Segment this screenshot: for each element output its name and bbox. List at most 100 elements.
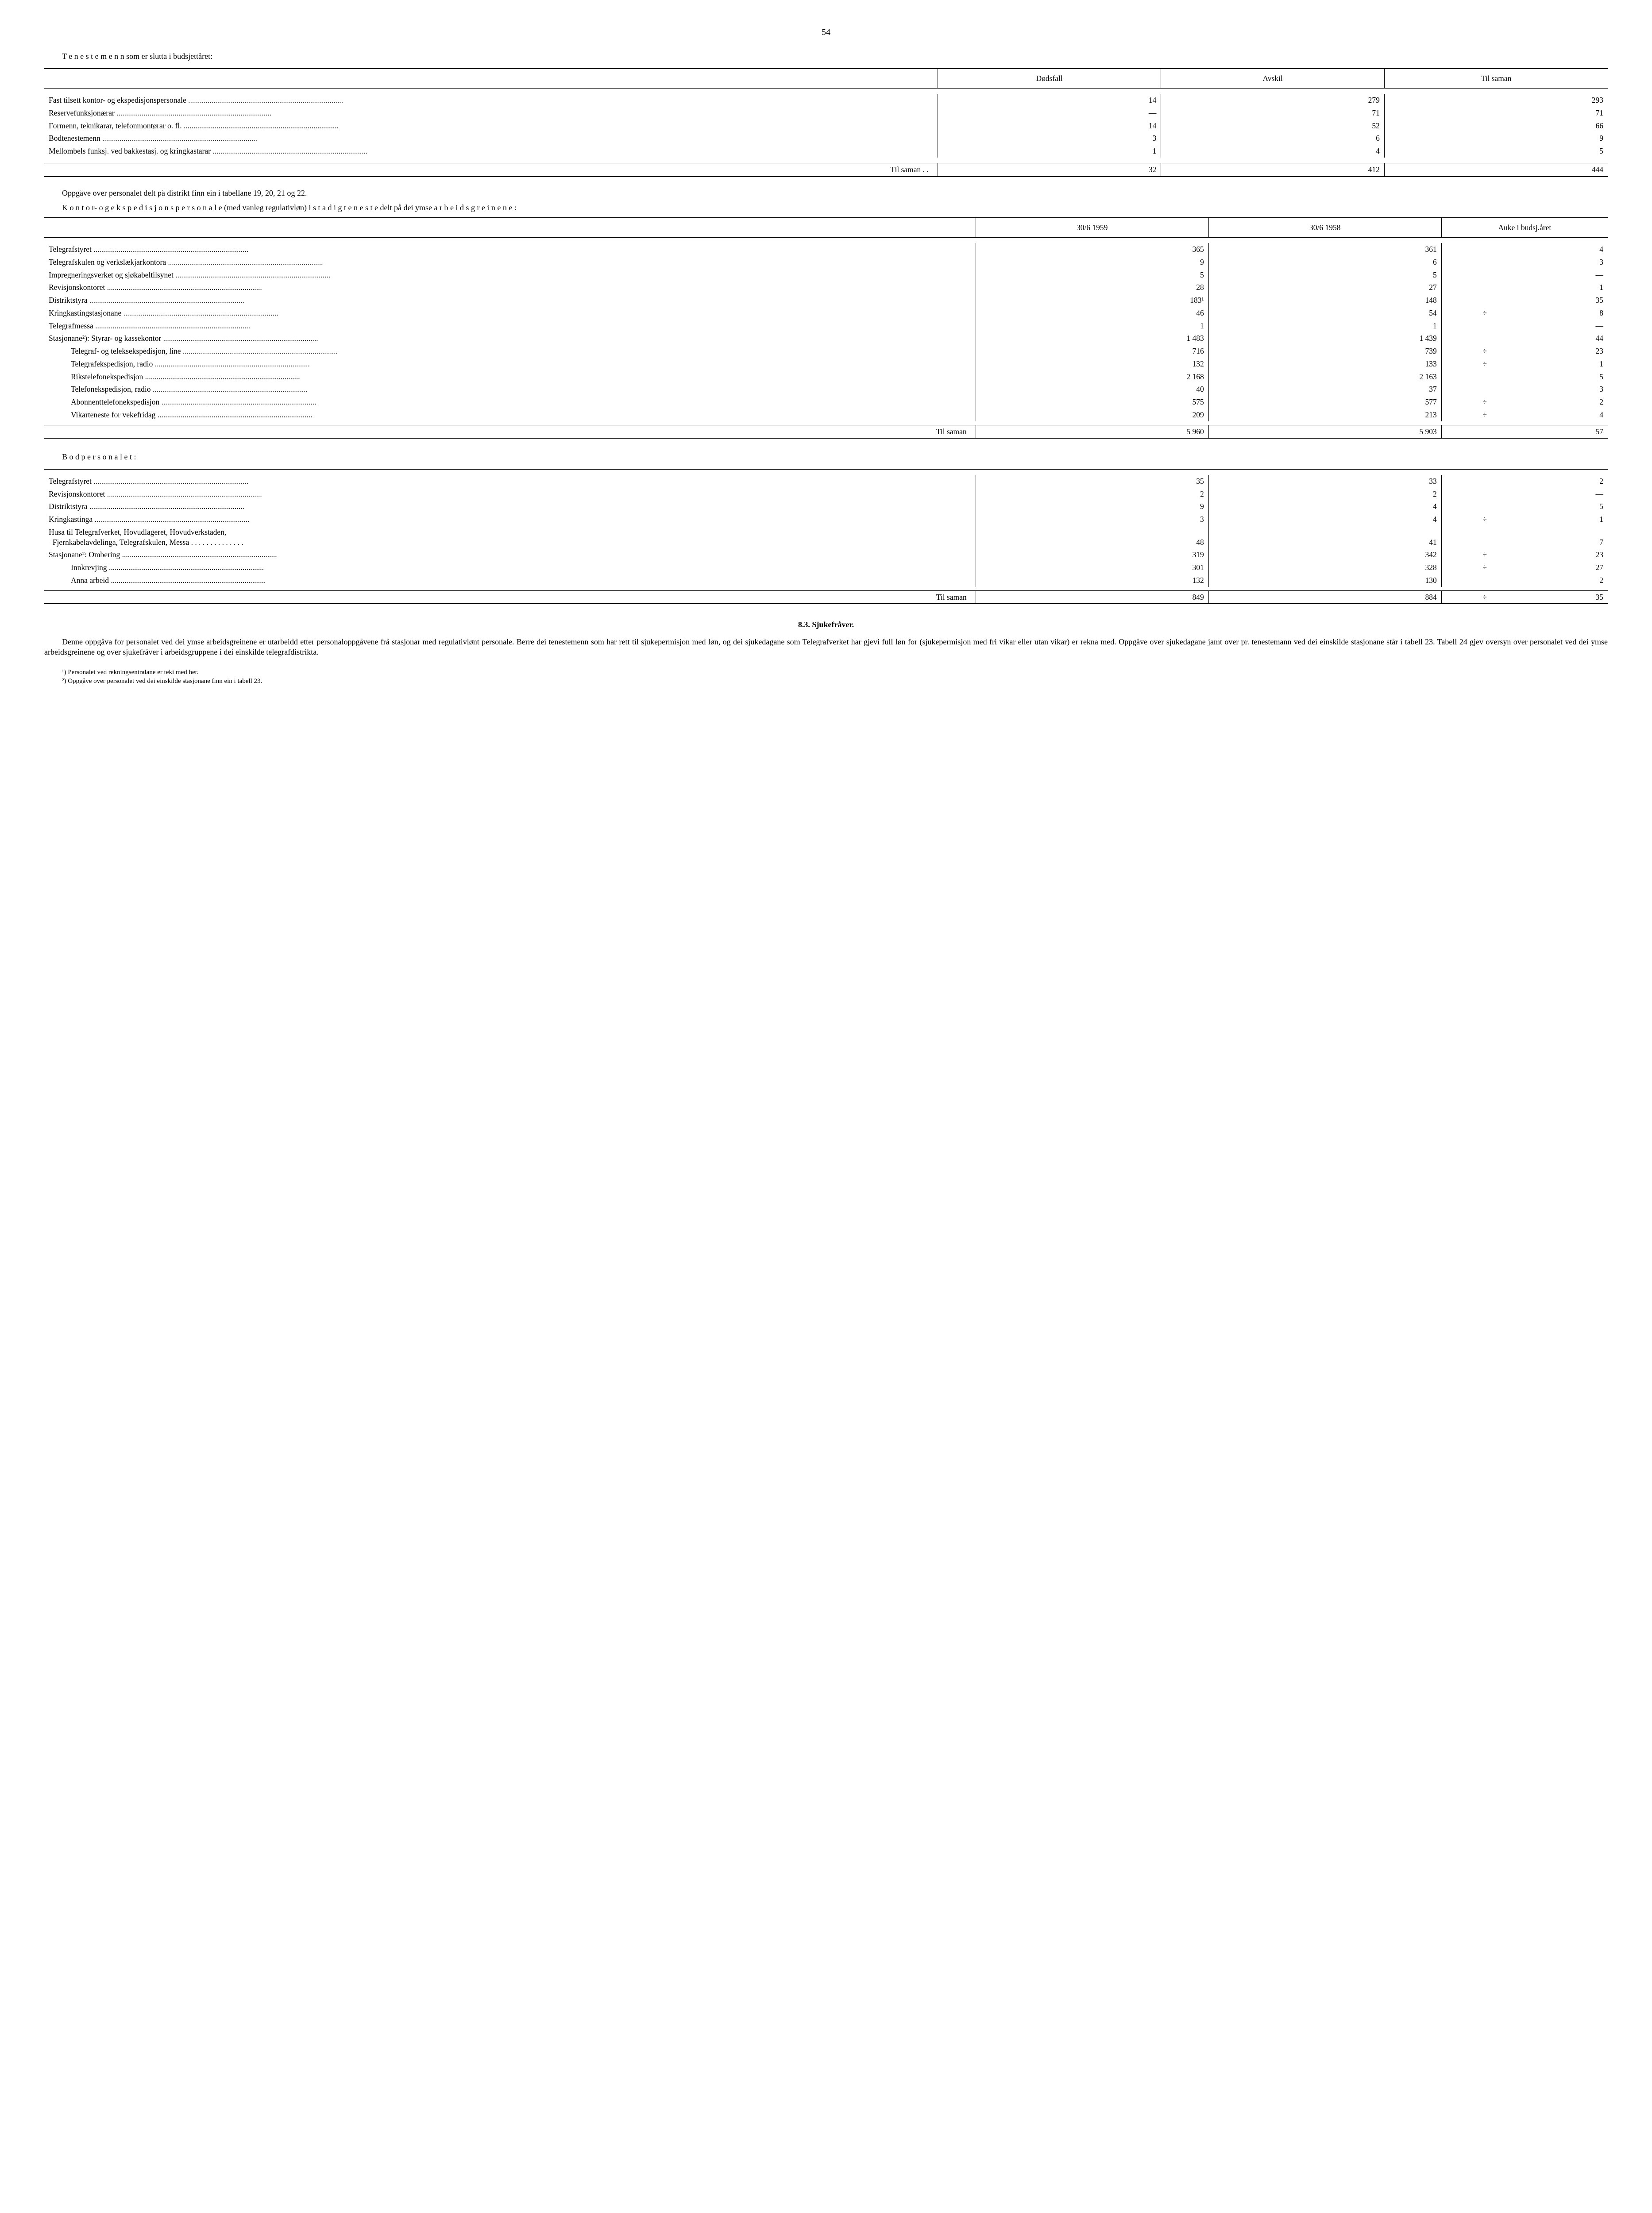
table-row-sign [1441,500,1491,513]
table-row-label: Distriktstyra ..........................… [44,500,976,513]
table-row-cell: 209 [976,409,1208,421]
table-row-label: Anna arbeid ............................… [44,574,976,587]
table-row-cell: 577 [1208,396,1441,409]
table-row-cell: — [1491,320,1608,332]
table-row-label: Telegrafmessa ..........................… [44,320,976,332]
table-row-cell: 7 [1491,526,1608,549]
table-row-cell: 213 [1208,409,1441,421]
table-row-cell: 33 [1208,475,1441,488]
table-row-label: Telegraf- og teleksekspedisjon, line ...… [44,345,976,358]
table-row-cell: 361 [1208,243,1441,256]
table-row-cell: 35 [1491,294,1608,307]
table-row-cell: 130 [1208,574,1441,587]
table-row-cell: 1 483 [976,332,1208,345]
table-row-label: Distriktstyra ..........................… [44,294,976,307]
para-distrikt: Oppgåve over personalet delt på distrikt… [44,188,1608,198]
table-row-label: Telegrafstyret .........................… [44,475,976,488]
table-row-cell: 35 [976,475,1208,488]
table-row-cell: 3 [1491,383,1608,396]
table-row-sign [1441,574,1491,587]
table-row-cell: 183¹ [976,294,1208,307]
table-row-sign: ÷ [1441,358,1491,370]
table-row-label: Revisjonskontoret ......................… [44,488,976,501]
table-row-cell: 27 [1491,561,1608,574]
footnote-1: ¹) Personalet ved rekningsentralane er t… [44,668,1608,677]
table-row-cell: 132 [976,574,1208,587]
table-row-cell: — [1491,488,1608,501]
table-row-cell: 66 [1384,120,1608,132]
page-number: 54 [44,27,1608,38]
table-row-cell: 133 [1208,358,1441,370]
table-row-label: Telegrafekspedisjon, radio .............… [44,358,976,370]
table2-total-c1: 5 960 [976,425,1208,439]
table-kontor-ekspedisjon: 30/6 1959 30/6 1958 Auke i budsj.året Te… [44,217,1608,439]
table-row-cell: 5 [1491,370,1608,383]
table2-total-c2: 5 903 [1208,425,1441,439]
table-row-cell: 4 [1161,145,1385,158]
table-row-cell: 1 [976,320,1208,332]
table-row-label: Telegrafskulen og verkslækjarkontora ...… [44,256,976,269]
table-row-cell: 5 [1384,145,1608,158]
table-row-cell: 328 [1208,561,1441,574]
table-row-cell: 4 [1491,409,1608,421]
table-row-sign [1441,488,1491,501]
table-row-label: Revisjonskontoret ......................… [44,281,976,294]
table-row-cell: 2 168 [976,370,1208,383]
table-row-cell: 3 [938,132,1161,145]
table1-header-2: Avskil [1161,69,1385,88]
table-row-cell: 28 [976,281,1208,294]
table-row-sign [1441,256,1491,269]
table-row-label: Reservefunksjonærar ....................… [44,107,938,120]
table-row-sign [1441,269,1491,281]
para-sjukefraver: Denne oppgåva for personalet ved dei yms… [44,637,1608,658]
table2-header-2: 30/6 1958 [1208,218,1441,237]
table-row-cell: 5 [1491,500,1608,513]
para-kontor: K o n t o r- o g e k s p e d i s j o n s… [44,203,1608,213]
table-row-cell: 14 [938,120,1161,132]
table3-total-c1: 849 [976,591,1208,604]
table-row-cell: 52 [1161,120,1385,132]
table-row-label: Vikarteneste for vekefridag ............… [44,409,976,421]
table-row-cell: 3 [1491,256,1608,269]
table-row-cell: 6 [1161,132,1385,145]
table-row-cell: 23 [1491,345,1608,358]
table-row-cell: 37 [1208,383,1441,396]
table-row-cell: 2 [1491,574,1608,587]
table-row-cell: 279 [1161,94,1385,107]
table-row-sign: ÷ [1441,396,1491,409]
table-row-cell: 4 [1208,513,1441,526]
table2-header-1: 30/6 1959 [976,218,1208,237]
table-slutta: Dødsfall Avskil Til saman Fast tilsett k… [44,68,1608,177]
table1-header-1: Dødsfall [938,69,1161,88]
table-row-cell: 1 [1491,281,1608,294]
table-row-cell: 71 [1161,107,1385,120]
table-row-cell: 9 [1384,132,1608,145]
table-row-label: Stasjonane²): Styrar- og kassekontor ...… [44,332,976,345]
table2-header-3: Auke i budsj.året [1441,218,1608,237]
table-row-cell: — [938,107,1161,120]
table-row-cell: 71 [1384,107,1608,120]
table3-total-sign: ÷ [1441,591,1491,604]
table-row-cell: 2 [1491,396,1608,409]
table-row-cell: 6 [1208,256,1441,269]
table-row-label: Kringkastinga ..........................… [44,513,976,526]
table1-total-c2: 412 [1161,163,1385,177]
table-row-label: Formenn, teknikarar, telefonmontørar o. … [44,120,938,132]
table-row-sign: ÷ [1441,548,1491,561]
table2-total-label: Til saman [44,425,976,439]
footnote-2: ²) Oppgåve over personalet ved dei einsk… [44,677,1608,686]
table-row-cell: 739 [1208,345,1441,358]
table-row-label: Fast tilsett kontor- og ekspedisjonspers… [44,94,938,107]
table-row-cell: 365 [976,243,1208,256]
table-row-cell: 1 439 [1208,332,1441,345]
table-row-cell: 716 [976,345,1208,358]
table-row-cell: 575 [976,396,1208,409]
table-row-cell: 301 [976,561,1208,574]
table-bodpersonalet: Telegrafstyret .........................… [44,469,1608,605]
table2-total-sign [1441,425,1491,439]
table-row-sign [1441,281,1491,294]
table-row-cell: 41 [1208,526,1441,549]
table-row-cell: 8 [1491,307,1608,320]
table3-total-c2: 884 [1208,591,1441,604]
table-row-cell: 54 [1208,307,1441,320]
